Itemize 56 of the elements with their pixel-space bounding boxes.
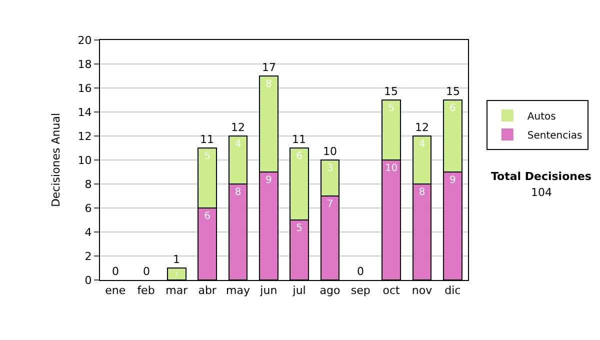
- total-label: 17: [262, 61, 276, 74]
- data-label: 9: [265, 175, 272, 186]
- total-label: 0: [357, 265, 364, 278]
- total-label: 11: [200, 133, 214, 146]
- x-tick-label: may: [226, 284, 250, 298]
- x-tick-label: ago: [320, 284, 340, 298]
- data-label: 8: [418, 187, 426, 198]
- data-label: 6: [296, 151, 303, 162]
- y-tick-label: 2: [84, 250, 92, 263]
- legend-label: Sentencias: [527, 130, 582, 142]
- data-label: 5: [204, 151, 211, 162]
- text: Total Decisiones: [491, 170, 592, 183]
- y-tick-label: 12: [78, 130, 92, 143]
- total-label: 10: [323, 145, 337, 158]
- y-tick-label: 0: [84, 274, 92, 287]
- data-label: 3: [326, 163, 334, 174]
- x-tick-label: jun: [259, 284, 278, 298]
- data-label: 5: [296, 223, 303, 234]
- data-label: 6: [449, 103, 456, 114]
- x-tick-label: ene: [105, 284, 126, 298]
- data-label: 5: [388, 103, 395, 114]
- data-label: 10: [385, 162, 398, 174]
- data-label: 4: [234, 139, 242, 150]
- total-label: 12: [231, 121, 245, 134]
- data-label: 9: [449, 175, 456, 186]
- y-axis-title: Decisiones Anual: [49, 112, 62, 208]
- x-tick-label: abr: [198, 284, 217, 298]
- total-label: 11: [292, 133, 306, 146]
- data-label: 4: [418, 139, 426, 150]
- data-label: 8: [265, 79, 272, 90]
- data-label: 6: [204, 211, 211, 222]
- y-tick-label: 6: [84, 202, 92, 215]
- y-tick-label: 18: [78, 58, 92, 71]
- x-tick-label: sep: [350, 284, 370, 298]
- y-tick-label: 8: [84, 178, 92, 191]
- x-tick-label: nov: [412, 284, 433, 298]
- text: 104: [531, 186, 552, 199]
- total-label: 0: [112, 265, 119, 278]
- legend-label: Autos: [527, 111, 556, 122]
- x-tick-label: mar: [166, 284, 188, 298]
- x-tick-label: oct: [382, 284, 401, 298]
- x-tick-label: feb: [137, 284, 155, 298]
- y-tick-label: 16: [78, 82, 92, 95]
- total-label: 0: [143, 265, 150, 278]
- total-label: 1: [173, 253, 180, 266]
- y-tick-label: 20: [78, 34, 92, 47]
- total-label: 12: [415, 121, 429, 134]
- data-label: 7: [326, 199, 334, 210]
- total-label: 15: [384, 85, 398, 98]
- data-label: 8: [234, 187, 242, 198]
- y-tick-label: 10: [78, 154, 92, 167]
- y-tick-label: 4: [84, 226, 92, 239]
- x-tick-label: dic: [444, 284, 461, 298]
- x-tick-label: jul: [292, 284, 306, 298]
- total-label: 15: [446, 85, 460, 98]
- y-tick-label: 14: [78, 106, 92, 119]
